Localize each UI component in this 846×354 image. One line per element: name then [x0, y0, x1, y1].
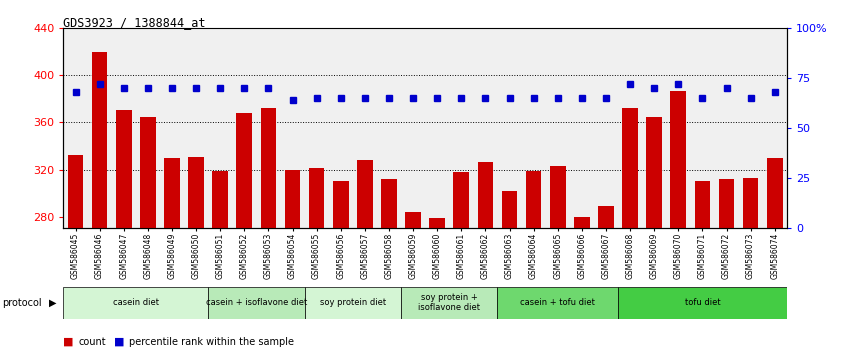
Bar [622, 108, 638, 354]
Bar [212, 171, 228, 354]
Bar [502, 191, 518, 354]
Text: tofu diet: tofu diet [684, 298, 720, 307]
Bar [646, 116, 662, 354]
Bar [453, 172, 470, 354]
Bar [68, 155, 84, 354]
Bar [332, 181, 349, 354]
Text: ▶: ▶ [49, 298, 57, 308]
Bar [381, 179, 397, 354]
Text: GDS3923 / 1388844_at: GDS3923 / 1388844_at [63, 16, 206, 29]
Bar [284, 170, 300, 354]
Bar [140, 116, 156, 354]
Bar [405, 212, 421, 354]
Bar [497, 287, 618, 319]
Text: ■: ■ [114, 337, 124, 347]
Bar [477, 162, 493, 354]
Text: ■: ■ [63, 337, 74, 347]
Bar [188, 156, 204, 354]
Bar [91, 52, 107, 354]
Bar [309, 169, 325, 354]
Bar [574, 217, 590, 354]
Bar [670, 91, 686, 354]
Text: casein + tofu diet: casein + tofu diet [520, 298, 596, 307]
Bar [208, 287, 305, 319]
Bar [164, 158, 180, 354]
Bar [695, 181, 711, 354]
Text: casein + isoflavone diet: casein + isoflavone diet [206, 298, 307, 307]
Bar [401, 287, 497, 319]
Text: soy protein diet: soy protein diet [320, 298, 386, 307]
Text: casein diet: casein diet [113, 298, 159, 307]
Bar [357, 160, 373, 354]
Text: soy protein +
isoflavone diet: soy protein + isoflavone diet [418, 293, 481, 312]
Text: count: count [79, 337, 107, 347]
Bar [261, 108, 277, 354]
Text: percentile rank within the sample: percentile rank within the sample [129, 337, 294, 347]
Bar [766, 158, 783, 354]
Text: protocol: protocol [3, 298, 42, 308]
Bar [116, 109, 132, 354]
Bar [598, 206, 614, 354]
Bar [550, 166, 566, 354]
Bar [429, 218, 445, 354]
Bar [718, 179, 734, 354]
Bar [618, 287, 787, 319]
Bar [63, 287, 208, 319]
Bar [305, 287, 401, 319]
Bar [525, 171, 541, 354]
Bar [236, 113, 252, 354]
Bar [743, 178, 759, 354]
